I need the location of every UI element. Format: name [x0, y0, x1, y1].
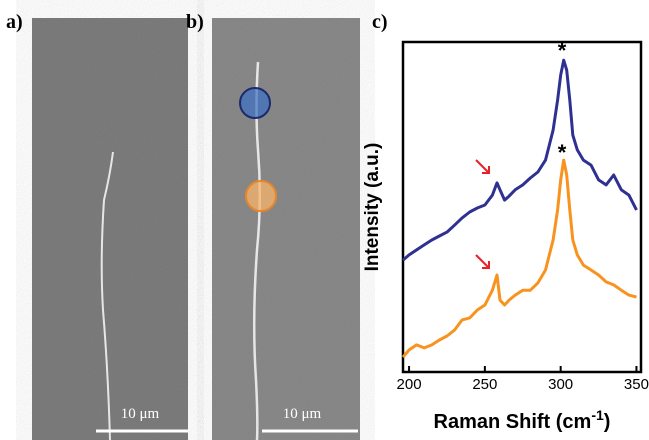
- x-label-text: Raman Shift (cm: [434, 411, 592, 433]
- x-label-sup: -1: [591, 407, 604, 423]
- peak-marker: *: [558, 140, 567, 165]
- red-arrow: [475, 254, 490, 269]
- spectrum-line: [401, 158, 637, 359]
- panel-label: b): [186, 11, 204, 33]
- scale-bar-label: 10 μm: [121, 406, 160, 422]
- x-label-end: ): [604, 411, 611, 433]
- x-tick-label: 300: [548, 376, 573, 393]
- fiber: [100, 151, 114, 440]
- red-arrow: [475, 159, 490, 174]
- x-tick-label: 200: [397, 376, 422, 393]
- sem-image-a: [32, 18, 188, 440]
- x-tick-label: 350: [624, 376, 649, 393]
- blue-spot: [239, 87, 271, 119]
- panel-label: c): [372, 11, 388, 33]
- x-axis-label: Raman Shift (cm-1): [434, 407, 611, 433]
- plot-frame: [401, 40, 643, 374]
- spectrum-line: [402, 58, 638, 262]
- arrows: [475, 159, 490, 269]
- fiber: [252, 61, 262, 440]
- y-axis-label: Intensity (a.u.): [362, 143, 383, 272]
- orange-spot: [245, 180, 277, 212]
- scale-bar-label: 10 μm: [283, 406, 322, 422]
- x-tick-label: 250: [472, 376, 497, 393]
- panel-label: a): [6, 11, 23, 33]
- peak-marker: *: [558, 38, 567, 63]
- sem-image-b: [212, 18, 360, 440]
